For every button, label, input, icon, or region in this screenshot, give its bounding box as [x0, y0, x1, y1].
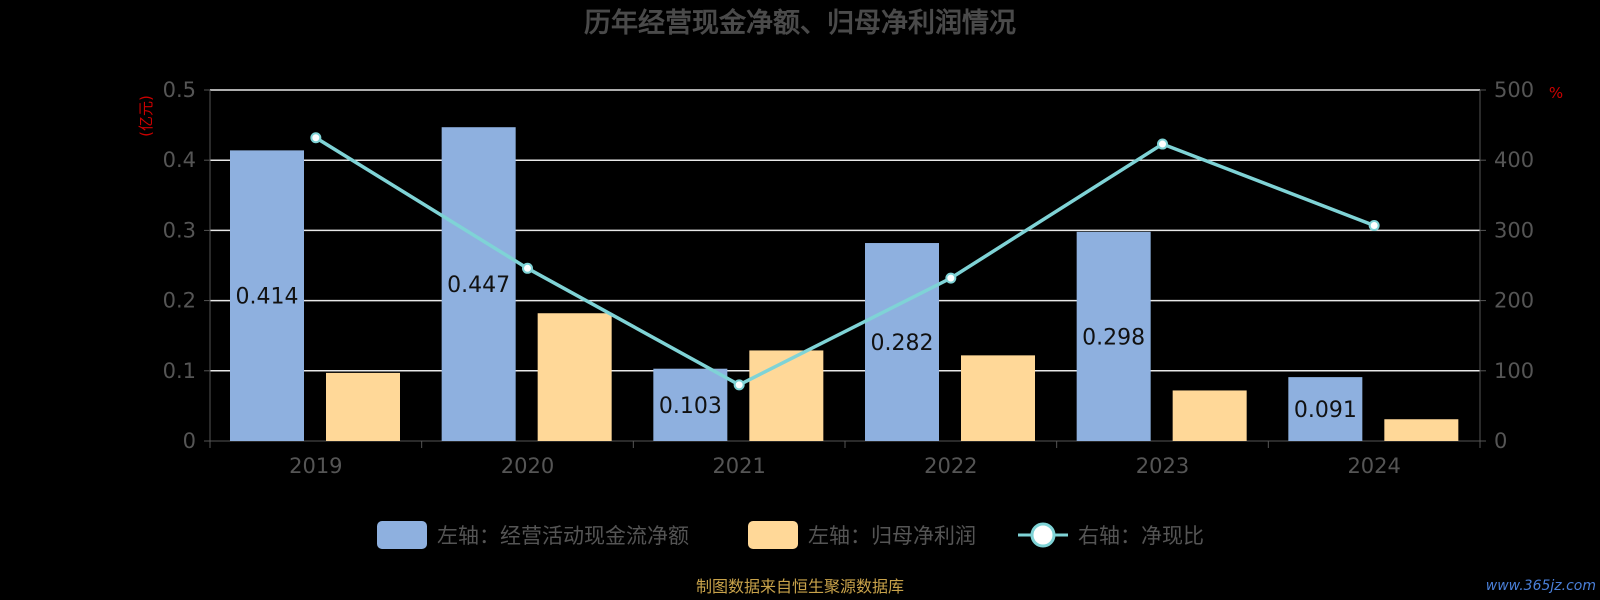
- legend-label[interactable]: 右轴：净现比: [1078, 524, 1204, 548]
- x-axis-tick-label: 2022: [924, 454, 977, 478]
- bar-data-label: 0.091: [1294, 398, 1357, 423]
- x-axis-tick-label: 2020: [501, 454, 554, 478]
- data-labels: 0.414 0.447 0.103 0.282 0.298 0.091: [236, 273, 1357, 423]
- line-series: [310, 132, 1380, 391]
- bar-cashflow: [865, 243, 939, 441]
- bar-cashflow: [1076, 231, 1151, 441]
- x-axis-tick-label: 2019: [289, 454, 342, 478]
- bar-netprofit: [961, 355, 1035, 441]
- right-axis-tick-label: 500: [1494, 78, 1534, 102]
- bar-netprofit: [1172, 390, 1247, 441]
- bar-cashflow: [1288, 377, 1363, 441]
- left-axis-tick-label: 0.1: [163, 359, 196, 383]
- chart-title: 历年经营现金净额、归母净利润情况: [584, 7, 1016, 39]
- bar-cashflow: [653, 368, 728, 441]
- left-axis-tick-label: 0.2: [163, 289, 196, 313]
- left-axis-tick-label: 0: [183, 429, 196, 453]
- left-axis-tick-label: 0.5: [163, 78, 196, 102]
- legend-label[interactable]: 左轴：归母净利润: [808, 524, 976, 548]
- line-point: [310, 132, 322, 144]
- legend-marker[interactable]: [1030, 522, 1056, 548]
- bar-data-label: 0.414: [236, 285, 299, 310]
- bar-data-label: 0.282: [871, 331, 934, 356]
- line-point: [1157, 138, 1168, 150]
- right-axis-tick-label: 100: [1494, 359, 1534, 383]
- bar-cashflow: [441, 127, 516, 442]
- line-point: [945, 272, 957, 284]
- source-note: 制图数据来自恒生聚源数据库: [696, 577, 904, 596]
- bars: [230, 127, 1459, 442]
- right-axis-tick-label: 300: [1494, 218, 1534, 242]
- right-axis-tick-label: 200: [1494, 289, 1534, 313]
- right-axis-tick-label: 0: [1494, 429, 1507, 453]
- x-axis-tick-label: 2021: [712, 454, 765, 478]
- right-axis-tick-label: 400: [1494, 148, 1534, 172]
- left-axis-tick-label: 0.3: [163, 218, 196, 242]
- bar-cashflow: [230, 150, 304, 441]
- bar-netprofit: [1384, 419, 1459, 441]
- watermark: www.365jz.com: [1486, 578, 1596, 594]
- bar-netprofit: [537, 313, 612, 441]
- left-axis-tick-label: 0.4: [163, 148, 196, 172]
- axes: 0 0.1 0.2 0.3 0.4 0.5 0 100 200 300 400 500 2019 2020…: [163, 78, 1535, 478]
- x-axis-tick-label: 2024: [1347, 454, 1400, 478]
- left-axis-unit: (亿元): [137, 95, 155, 137]
- net-cash-ratio-line: [314, 136, 1375, 387]
- bar-data-label: 0.447: [447, 273, 510, 298]
- legend-label[interactable]: 左轴：经营活动现金流净额: [437, 524, 689, 548]
- right-axis-unit: %: [1549, 84, 1563, 102]
- bar-netprofit: [326, 372, 400, 441]
- x-axis-tick-label: 2023: [1136, 454, 1189, 478]
- legend[interactable]: 左轴：经营活动现金流净额 左轴：归母净利润 右轴：净现比: [377, 521, 1204, 549]
- legend-swatch[interactable]: [748, 521, 798, 549]
- grid-lines: [210, 89, 1480, 372]
- line-point: [1368, 219, 1380, 231]
- line-point: [733, 379, 745, 391]
- legend-swatch[interactable]: [377, 521, 427, 549]
- line-point: [522, 262, 533, 274]
- bar-data-label: 0.103: [659, 394, 722, 419]
- bar-data-label: 0.298: [1082, 325, 1145, 350]
- bar-netprofit: [749, 350, 824, 441]
